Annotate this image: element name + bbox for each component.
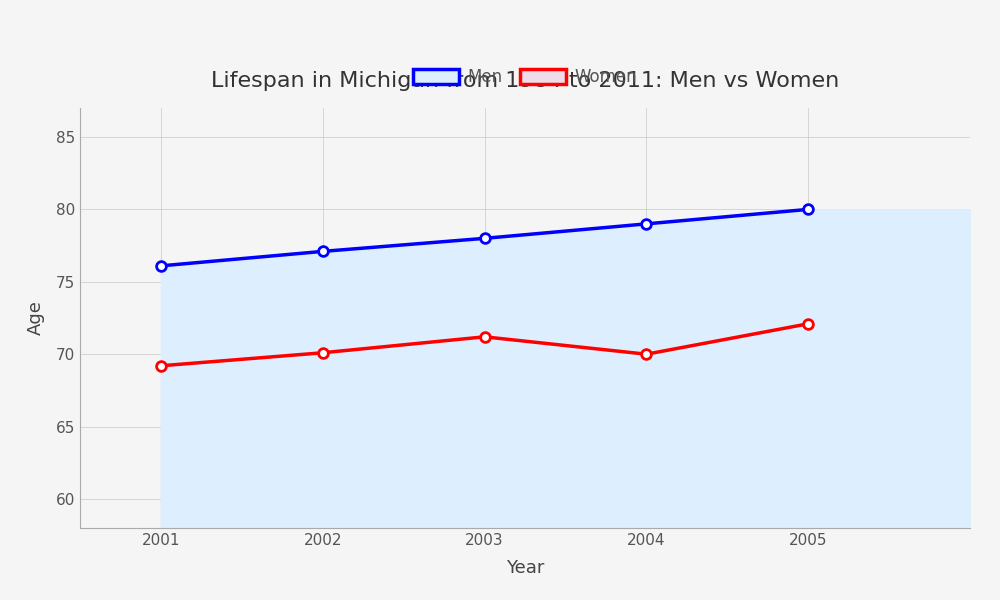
Legend: Men, Women: Men, Women <box>406 62 644 93</box>
Title: Lifespan in Michigan from 1984 to 2011: Men vs Women: Lifespan in Michigan from 1984 to 2011: … <box>211 71 839 91</box>
Y-axis label: Age: Age <box>27 301 45 335</box>
X-axis label: Year: Year <box>506 559 544 577</box>
